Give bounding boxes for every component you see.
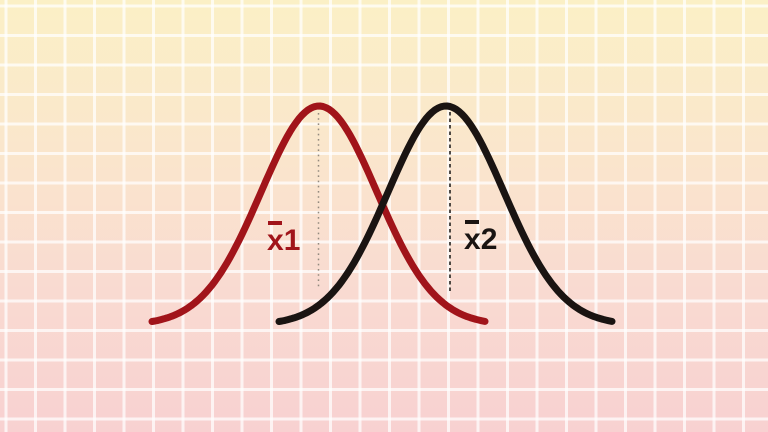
x-bar-glyph: x	[267, 221, 284, 257]
mean-label-number: 1	[283, 224, 301, 257]
bell-curve-x1	[148, 102, 489, 325]
mean-label-number: 2	[480, 223, 498, 256]
bell-curve-x2	[275, 102, 616, 325]
x-bar-glyph: x	[464, 220, 481, 256]
